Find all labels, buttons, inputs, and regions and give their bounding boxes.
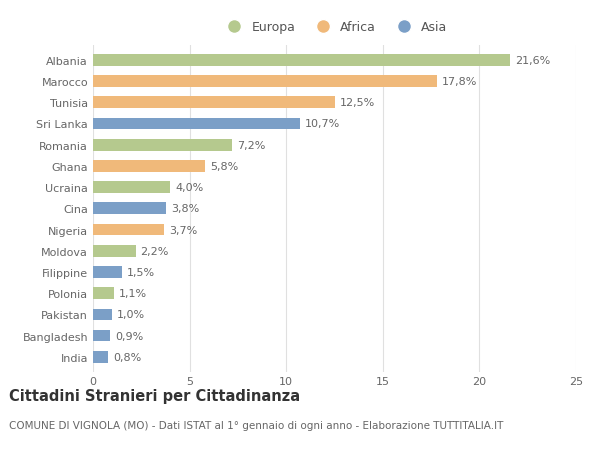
Bar [93, 309, 112, 320]
Text: 3,8%: 3,8% [171, 204, 199, 214]
Bar [93, 267, 122, 278]
Bar [93, 203, 166, 215]
Bar [93, 76, 437, 88]
Bar [93, 161, 205, 172]
Text: 0,9%: 0,9% [115, 331, 143, 341]
Text: Cittadini Stranieri per Cittadinanza: Cittadini Stranieri per Cittadinanza [9, 388, 300, 403]
Text: 3,7%: 3,7% [169, 225, 197, 235]
Text: 12,5%: 12,5% [340, 98, 374, 108]
Bar [93, 330, 110, 341]
Bar [93, 288, 114, 299]
Text: 1,5%: 1,5% [127, 267, 155, 277]
Text: 4,0%: 4,0% [175, 183, 203, 193]
Text: COMUNE DI VIGNOLA (MO) - Dati ISTAT al 1° gennaio di ogni anno - Elaborazione TU: COMUNE DI VIGNOLA (MO) - Dati ISTAT al 1… [9, 420, 503, 430]
Text: 0,8%: 0,8% [113, 352, 142, 362]
Bar [93, 182, 170, 194]
Text: 1,0%: 1,0% [117, 310, 145, 319]
Bar [93, 55, 511, 67]
Bar [93, 351, 109, 363]
Text: 10,7%: 10,7% [305, 119, 340, 129]
Text: 21,6%: 21,6% [515, 56, 550, 66]
Bar [93, 118, 300, 130]
Text: 5,8%: 5,8% [210, 162, 238, 172]
Bar [93, 140, 232, 151]
Bar [93, 224, 164, 236]
Text: 1,1%: 1,1% [119, 289, 147, 298]
Text: 7,2%: 7,2% [237, 140, 265, 151]
Bar [93, 97, 335, 109]
Text: 17,8%: 17,8% [442, 77, 477, 87]
Bar [93, 246, 136, 257]
Legend: Europa, Africa, Asia: Europa, Africa, Asia [217, 16, 452, 39]
Text: 2,2%: 2,2% [140, 246, 169, 256]
